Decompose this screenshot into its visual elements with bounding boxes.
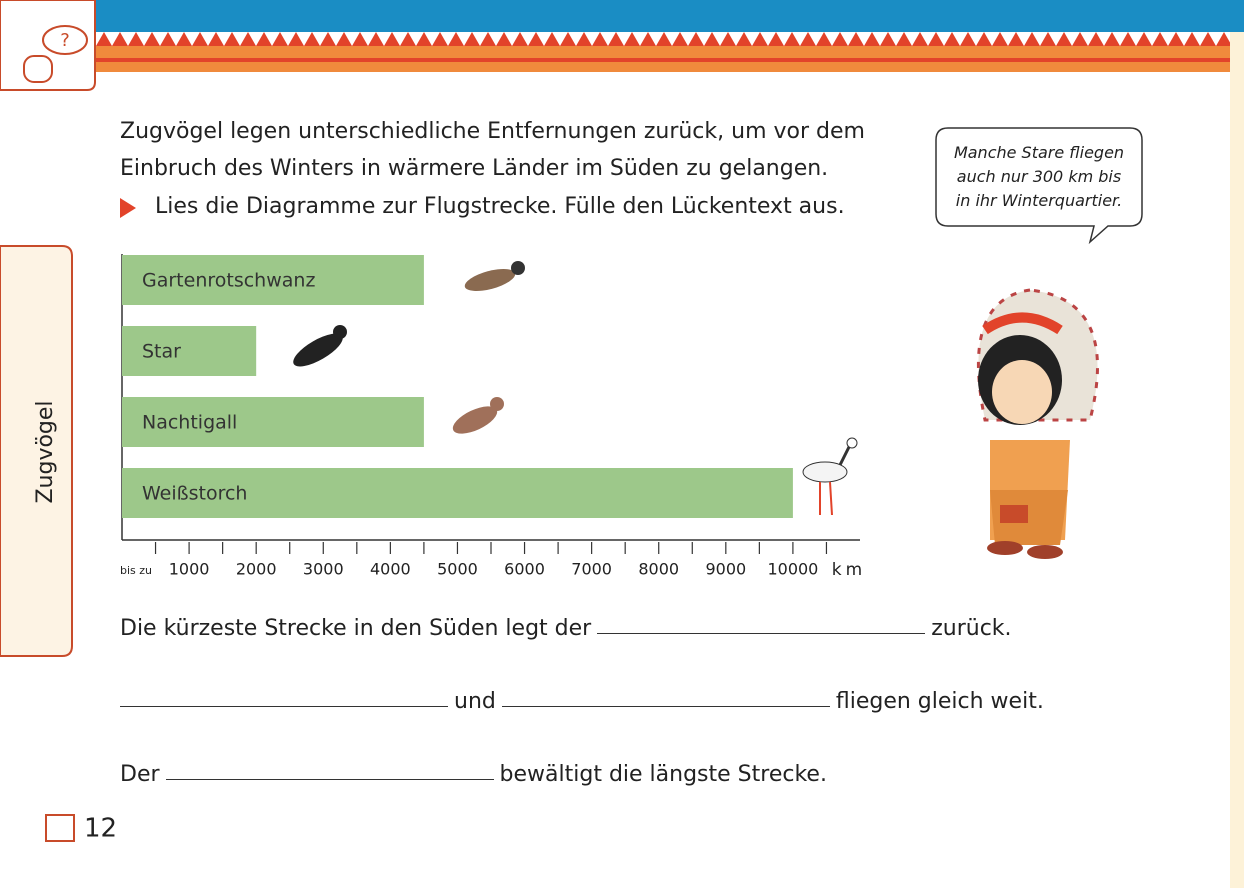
sentence: Der bewältigt die längste Strecke.: [120, 756, 827, 793]
x-tick-label: 4000: [370, 560, 411, 579]
bar: [122, 468, 793, 518]
chart: 1000 2000 3000 4000 5000 6000 7000 8000 9000 1000…: [120, 254, 866, 580]
sentence-text: Die kürzeste Strecke in den Süden legt d…: [120, 616, 592, 641]
right-margin-top: [1230, 0, 1244, 32]
page-number: 12: [84, 814, 117, 844]
bar: [122, 326, 257, 376]
sentence-text: fliegen gleich weit.: [835, 689, 1044, 714]
intro-line: Zugvögel legen unterschiedliche Entfernu…: [120, 119, 865, 144]
bar: [122, 255, 424, 305]
x-tick-label: 6000: [504, 560, 545, 579]
blank: [501, 705, 830, 707]
sentence-text: zurück.: [931, 616, 1012, 641]
icon-bubble: [42, 25, 88, 55]
icon-head: [23, 55, 53, 83]
blank: [165, 778, 494, 780]
x-tick-label: 1000: [169, 560, 210, 579]
x-tick-label: 2000: [236, 560, 277, 579]
bird-illustrations: [293, 261, 858, 516]
header-zigzag: [0, 32, 1232, 46]
bar: [122, 397, 424, 447]
x-tick-label: 7000: [571, 560, 612, 579]
x-axis-label: km: [832, 560, 866, 580]
speech-line: Manche Stare fliegen: [953, 143, 1125, 162]
category-label: Nachtigall: [142, 412, 237, 434]
sentence: Die kürzeste Strecke in den Süden legt d…: [120, 610, 1012, 647]
category-label: Weißstorch: [142, 483, 247, 505]
blank: [120, 705, 448, 707]
x-tick-label: 3000: [303, 560, 344, 579]
x-tick-label: 9000: [705, 560, 746, 579]
side-tab: [0, 245, 73, 657]
speech-text: Manche Stare fliegen auch nur 300 km bis…: [936, 141, 1142, 213]
task-arrow: [120, 198, 136, 218]
x-tick-label: 10000: [767, 560, 818, 579]
right-margin: [1230, 0, 1244, 888]
x-tick-label: 5000: [437, 560, 478, 579]
blank: [597, 632, 926, 634]
sentence: und fliegen gleich weit.: [114, 683, 1044, 720]
sentence-text: und: [454, 689, 496, 714]
task-text: Lies die Diagramme zur Flugstrecke. Füll…: [155, 194, 845, 219]
sentence-text: bewältigt die längste Strecke.: [499, 762, 827, 787]
intro-line: Einbruch des Winters in wärmere Länder i…: [120, 156, 829, 181]
speech-bubble: [935, 127, 1143, 245]
boy-illustration: [976, 288, 1099, 559]
sentence-text: Der: [120, 762, 160, 787]
category-label: Gartenrotschwanz: [142, 270, 315, 292]
speech-line: auch nur 300 km bis: [956, 167, 1122, 186]
page-box: [45, 814, 75, 842]
icon-symbol: ?: [60, 30, 70, 51]
side-tab-label: Zugvögel: [33, 400, 58, 503]
header-line: [0, 58, 1230, 62]
speech-line: in ihr Winterquartier.: [955, 191, 1123, 210]
header-band: [0, 0, 1244, 32]
x-tick-label: 8000: [638, 560, 679, 579]
category-label: Star: [142, 341, 181, 363]
x-tick-prefix: bis zu: [120, 564, 152, 577]
